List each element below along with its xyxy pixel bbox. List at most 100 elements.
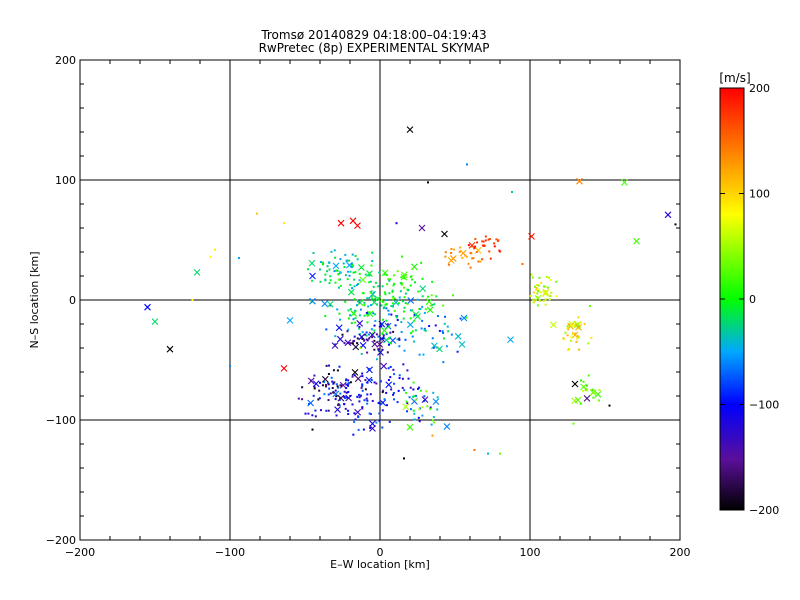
cluster-point-dot <box>332 382 335 385</box>
cluster-point-dot <box>472 257 475 260</box>
cluster-point-dot <box>404 338 407 341</box>
cluster-point-cross <box>337 394 345 402</box>
cluster-point-dot <box>351 253 354 256</box>
cluster-point-dot <box>358 301 361 304</box>
cluster-point-dot <box>388 279 391 282</box>
cluster-point-dot <box>347 382 350 385</box>
data-point-cross <box>280 365 288 372</box>
cluster-point-dot <box>403 310 406 313</box>
cluster-point-dot <box>339 278 342 281</box>
cluster-point-dot <box>377 401 380 404</box>
cluster-point-dot <box>343 395 346 398</box>
cluster-point-dot <box>346 330 349 333</box>
cluster-point-dot <box>314 415 317 418</box>
cluster-point-dot <box>367 305 370 308</box>
cluster-point-dot <box>380 298 383 301</box>
cluster-point-dot <box>458 250 461 253</box>
cluster-point-dot <box>360 386 363 389</box>
cluster-point-dot <box>371 336 374 339</box>
cross-stroke <box>354 408 362 416</box>
cluster-point-dot <box>390 388 393 391</box>
cluster-point-dot <box>495 238 498 241</box>
cluster-point-dot <box>483 244 486 247</box>
cluster-point-dot <box>358 272 361 275</box>
cluster-point-dot <box>347 309 350 312</box>
cluster-point-dot <box>361 375 364 378</box>
cluster-point-dot <box>391 290 394 293</box>
cross-stroke <box>460 314 468 322</box>
cluster-point-dot <box>377 348 380 351</box>
cluster-point-dot <box>359 394 362 397</box>
cluster-point-dot <box>336 308 339 311</box>
cross-stroke <box>144 303 151 311</box>
cluster-point-dot <box>443 322 446 325</box>
cluster-point-dot <box>461 256 464 259</box>
cross-stroke <box>321 375 329 383</box>
cluster-point-dot <box>347 391 350 394</box>
cluster-point-dot <box>378 419 381 422</box>
cluster-point-dot <box>383 398 386 401</box>
cluster-point-dot <box>393 274 396 277</box>
cluster-point-dot <box>353 374 356 377</box>
colorbar-tick-label: −100 <box>749 399 779 412</box>
cluster-point-dot <box>399 282 402 285</box>
cluster-point-dot <box>391 289 394 292</box>
cluster-point-dot <box>306 268 309 271</box>
cluster-point-dot <box>452 248 455 251</box>
cluster-point-dot <box>325 385 328 388</box>
cluster-point-cross <box>321 300 329 308</box>
cluster-point-dot <box>394 324 397 327</box>
cluster-point-dot <box>319 409 322 412</box>
cluster-point-dot <box>450 252 453 255</box>
cluster-point-dot <box>361 331 364 334</box>
cluster-point-dot <box>312 252 315 255</box>
cluster-point-dot <box>366 399 369 402</box>
cluster-point-dot <box>430 423 433 426</box>
cluster-point-dot <box>335 395 338 398</box>
cluster-point-dot <box>373 348 376 351</box>
cross-stroke <box>574 321 582 328</box>
cluster-point-dot <box>381 322 384 325</box>
cluster-point-cross <box>358 333 366 341</box>
cluster-point-dot <box>487 238 490 241</box>
cluster-point-dot <box>382 389 385 392</box>
cross-stroke <box>443 423 451 430</box>
cluster-point-cross <box>307 399 315 407</box>
cluster-point-dot <box>562 337 565 340</box>
cluster-point-dot <box>421 414 424 417</box>
cluster-point-dot <box>405 391 408 394</box>
cluster-point-dot <box>423 328 426 331</box>
cluster-point-dot <box>375 333 378 336</box>
cluster-point-dot <box>329 279 332 282</box>
cluster-point-dot <box>334 335 337 338</box>
data-point-cross <box>369 425 376 432</box>
cluster-point-dot <box>398 338 401 341</box>
cluster-point-dot <box>418 353 421 356</box>
data-point-cross <box>441 230 448 238</box>
data-point-cross <box>337 219 345 227</box>
cluster-point-dot <box>358 326 361 329</box>
cluster-point-dot <box>533 299 536 302</box>
cross-stroke <box>366 270 373 277</box>
cluster-point-dot <box>531 276 534 279</box>
cluster-point-dot <box>337 404 340 407</box>
cluster-point-dot <box>344 274 347 277</box>
data-point-cross <box>309 297 316 305</box>
cluster-point-dot <box>314 409 317 412</box>
cluster-point-dot <box>333 381 336 384</box>
data-point-cross <box>528 233 535 240</box>
cluster-point-dot <box>353 309 356 312</box>
cluster-point-dot <box>336 385 339 388</box>
cluster-point-dot <box>409 317 412 320</box>
cluster-point-dot <box>359 308 362 311</box>
cross-stroke <box>193 269 201 276</box>
cluster-point-dot <box>390 305 393 308</box>
cluster-point-dot <box>361 337 364 340</box>
cluster-point-dot <box>369 291 372 294</box>
cluster-point-dot <box>479 260 482 263</box>
cluster-point-cross <box>443 423 451 430</box>
cluster-point-dot <box>355 304 358 307</box>
cross-stroke <box>369 420 376 427</box>
cluster-point-dot <box>363 399 366 402</box>
plot-area: −200 −100 0 100 200 −200 −100 0 100 200 <box>46 54 691 559</box>
